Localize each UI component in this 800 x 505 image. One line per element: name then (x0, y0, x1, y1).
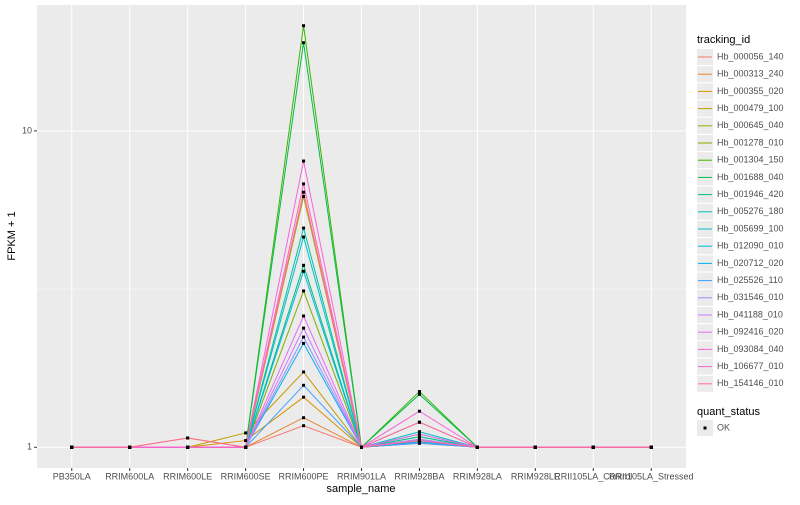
x-tick-label: RRIM928LA (453, 471, 502, 481)
point (417, 392, 421, 396)
legend-label: Hb_000479_100 (717, 103, 784, 113)
legend-label: Hb_005699_100 (717, 223, 784, 233)
point (360, 445, 363, 449)
point (649, 445, 653, 449)
point (417, 390, 421, 394)
x-axis-label: sample_name (326, 483, 395, 495)
point (302, 190, 306, 194)
point (302, 263, 306, 267)
point (186, 445, 190, 449)
point (244, 445, 248, 449)
point (302, 314, 306, 318)
point (302, 226, 306, 230)
x-tick-label: RRIM600LE (163, 471, 212, 481)
point (302, 416, 306, 420)
legend-label: Hb_000645_040 (717, 120, 784, 130)
legend-label: Hb_106677_010 (717, 361, 784, 371)
legend-label: Hb_092416_020 (717, 327, 784, 337)
x-tick-label: RRIM928LE (511, 471, 560, 481)
legend-label: Hb_000355_020 (717, 86, 784, 96)
point (302, 370, 306, 374)
point (302, 335, 306, 339)
x-tick-label: RRII105LA_Stressed (609, 471, 694, 481)
point (302, 159, 306, 163)
x-tick-label: RRIM600PE (279, 471, 329, 481)
point (302, 326, 306, 330)
legend-label: Hb_031546_010 (717, 292, 784, 302)
point (475, 445, 479, 449)
point (417, 439, 421, 443)
point (302, 424, 306, 428)
point (302, 41, 306, 45)
point (417, 420, 421, 424)
legend-swatch (703, 426, 707, 430)
legend-label: Hb_025526_110 (717, 275, 783, 285)
legend-label: Hb_093084_040 (717, 344, 784, 354)
point (302, 24, 306, 28)
legend-label: Hb_020712_020 (717, 258, 784, 268)
x-tick-label: RRII105LA_Control (554, 471, 632, 481)
point (417, 409, 421, 413)
legend-label: Hb_041188_010 (717, 309, 783, 319)
point (302, 395, 306, 399)
legend-title: tracking_id (697, 34, 750, 46)
point (302, 289, 306, 293)
point (302, 182, 306, 186)
point (533, 445, 537, 449)
x-tick-label: PB350LA (53, 471, 91, 481)
point (417, 441, 421, 445)
legend-label: Hb_005276_180 (717, 206, 784, 216)
point (417, 430, 421, 434)
legend-label: Hb_001304_150 (717, 155, 784, 165)
legend-label: Hb_000313_240 (717, 69, 784, 79)
point (302, 341, 306, 345)
point (417, 432, 421, 436)
point (591, 445, 595, 449)
legend-label: Hb_001946_420 (717, 189, 784, 199)
point (70, 445, 74, 449)
point (417, 435, 421, 439)
legend-label: OK (717, 422, 730, 432)
x-tick-label: RRIM901LA (337, 471, 386, 481)
legend-label: Hb_154146_010 (717, 378, 784, 388)
point (128, 445, 132, 449)
legend-label: Hb_001278_010 (717, 137, 784, 147)
legend-title: quant_status (697, 406, 760, 418)
point (244, 431, 248, 435)
legend-label: Hb_001688_040 (717, 172, 784, 182)
x-tick-label: RRIM600LA (105, 471, 154, 481)
y-axis-label: FPKM + 1 (6, 211, 18, 260)
legend-label: Hb_000056_140 (717, 51, 784, 61)
y-tick-label: 10 (22, 125, 32, 135)
legend-label: Hb_012090_010 (717, 241, 784, 251)
point (302, 235, 306, 239)
point (302, 269, 306, 273)
point (186, 436, 190, 440)
x-tick-label: RRIM928BA (394, 471, 444, 481)
y-tick-label: 1 (27, 442, 32, 452)
point (302, 195, 306, 199)
point (244, 439, 248, 443)
x-tick-label: RRIM600SE (221, 471, 271, 481)
point (302, 383, 306, 387)
